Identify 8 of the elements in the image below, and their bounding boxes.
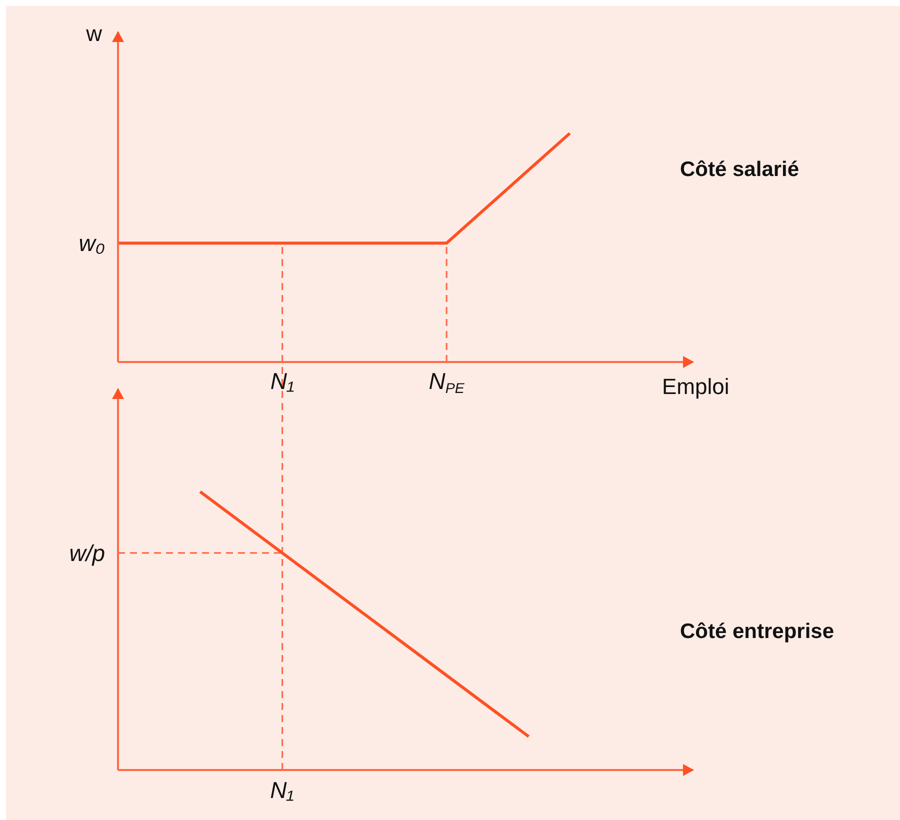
y-axis-title: w: [86, 21, 102, 47]
text: N₁: [270, 777, 294, 803]
ref-line-label: w/p: [69, 540, 106, 566]
x-axis-title: Emploi: [662, 374, 730, 400]
text: Côté entreprise: [680, 620, 834, 644]
text: w₀: [78, 230, 106, 256]
text: Côté salarié: [680, 158, 800, 182]
x-tick-label: N$_{PE}$: [428, 368, 465, 398]
